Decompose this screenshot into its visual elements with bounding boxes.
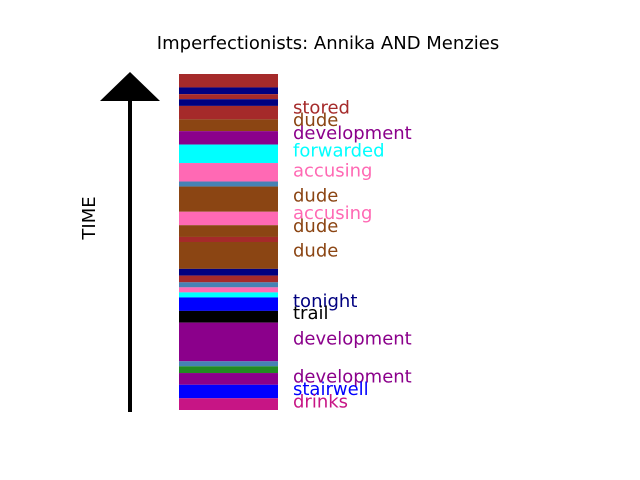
time-arrow-head [100, 72, 160, 101]
segment-label: development [293, 366, 412, 387]
timeline-segment [179, 225, 278, 237]
timeline-segment [179, 119, 278, 132]
segment-label: dude [293, 186, 338, 207]
segment-label: forwarded [293, 141, 385, 162]
segment-label: drinks [293, 392, 348, 413]
segment-label: stairwell [293, 379, 369, 400]
timeline-segment [179, 268, 278, 276]
timeline-segment [179, 384, 278, 399]
segment-label: development [293, 328, 412, 349]
chart-title: Imperfectionists: Annika AND Menzies [157, 33, 499, 54]
timeline-segment [179, 163, 278, 182]
timeline-segment [179, 131, 278, 145]
segment-label: accusing [293, 203, 372, 224]
timeline-segment [179, 282, 278, 288]
timeline-segment [179, 310, 278, 323]
timeline-segment [179, 236, 278, 242]
timeline-labels: storeddudedevelopmentforwardedaccusingdu… [293, 98, 412, 413]
timeline-segment [179, 373, 278, 385]
timeline-segment [179, 398, 278, 410]
timeline-segment [179, 144, 278, 164]
y-axis-label: TIME [79, 196, 100, 240]
timeline-segment [179, 99, 278, 106]
timeline-segment [179, 74, 278, 88]
timeline-segment [179, 186, 278, 212]
segment-label: trail [293, 303, 329, 324]
segment-label: dude [293, 216, 338, 237]
segment-label: accusing [293, 160, 372, 181]
timeline-segment [179, 242, 278, 269]
timeline-segment [179, 105, 278, 120]
timeline-segments [179, 74, 278, 410]
timeline-segment [179, 287, 278, 293]
timeline-segment [179, 275, 278, 283]
segment-label: dude [293, 240, 338, 261]
timeline-segment [179, 87, 278, 95]
timeline-segment [179, 211, 278, 226]
segment-label: dude [293, 110, 338, 131]
segment-label: tonight [293, 291, 357, 312]
timeline-segment [179, 292, 278, 298]
timeline-segment [179, 366, 278, 374]
timeline-segment [179, 361, 278, 367]
timeline-segment [179, 94, 278, 100]
timeline-segment [179, 322, 278, 362]
timeline-segment [179, 181, 278, 187]
segment-label: stored [293, 98, 350, 119]
timeline-segment [179, 297, 278, 311]
segment-label: development [293, 123, 412, 144]
